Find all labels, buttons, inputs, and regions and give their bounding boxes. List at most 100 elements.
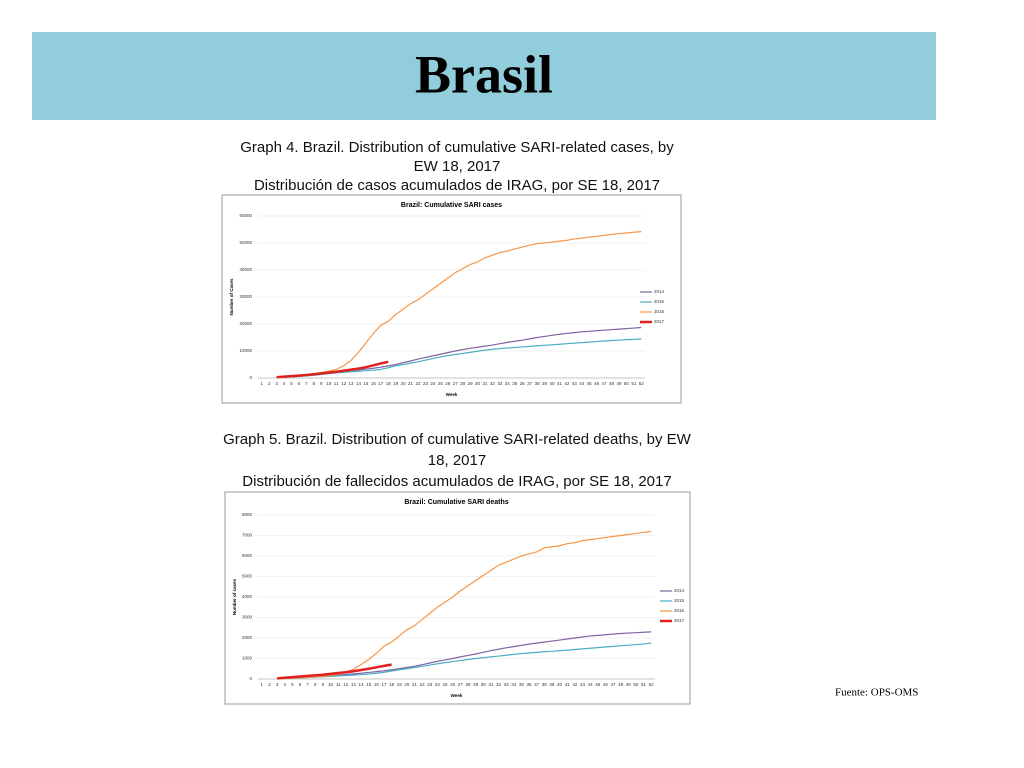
y-tick-label: 50000: [239, 240, 252, 245]
x-tick-label: 9: [322, 682, 325, 687]
x-tick-label: 27: [458, 682, 464, 687]
y-tick-label: 60000: [239, 213, 252, 218]
x-tick-label: 19: [397, 682, 403, 687]
x-tick-label: 9: [320, 381, 323, 386]
x-tick-label: 13: [351, 682, 357, 687]
x-tick-label: 2: [268, 682, 271, 687]
y-tick-label: 10000: [239, 348, 252, 353]
x-tick-label: 6: [298, 381, 301, 386]
y-tick-label: 8000: [242, 512, 253, 517]
x-tick-label: 39: [542, 381, 548, 386]
x-tick-label: 39: [549, 682, 555, 687]
x-tick-label: 16: [371, 381, 377, 386]
chart-caption: Distribución de casos acumulados de IRAG…: [254, 177, 660, 194]
chart-caption: EW 18, 2017: [414, 158, 501, 175]
x-tick-label: 50: [624, 381, 630, 386]
x-tick-label: 18: [386, 381, 392, 386]
y-tick-label: 40000: [239, 267, 252, 272]
y-tick-label: 0: [249, 676, 252, 681]
y-tick-label: 4000: [242, 594, 253, 599]
x-tick-label: 43: [572, 381, 578, 386]
x-tick-label: 35: [519, 682, 525, 687]
x-tick-label: 30: [475, 381, 481, 386]
x-tick-label: 11: [336, 682, 341, 687]
legend-label: 2017: [654, 319, 665, 324]
x-tick-label: 3: [275, 381, 278, 386]
x-tick-label: 49: [626, 682, 632, 687]
x-tick-label: 20: [401, 381, 407, 386]
slide-title: Brasil: [415, 44, 553, 104]
x-tick-label: 29: [473, 682, 479, 687]
x-tick-label: 31: [488, 682, 494, 687]
chart-frame: [221, 194, 682, 404]
chart-caption: Graph 4. Brazil. Distribution of cumulat…: [240, 139, 674, 156]
legend-label: 2016: [654, 309, 665, 314]
x-tick-label: 14: [356, 381, 362, 386]
series-line: [277, 631, 652, 680]
x-tick-label: 2: [268, 381, 271, 386]
y-axis-label: Number of cases: [232, 578, 237, 615]
x-tick-label: 23: [423, 381, 429, 386]
x-tick-label: 44: [588, 682, 594, 687]
y-tick-label: 0: [249, 375, 252, 380]
x-tick-label: 30: [481, 682, 487, 687]
legend-label: 2015: [654, 299, 665, 304]
legend-label: 2015: [674, 598, 685, 603]
series-line: [277, 642, 652, 680]
y-tick-label: 6000: [242, 553, 253, 558]
x-tick-label: 34: [505, 381, 511, 386]
x-tick-label: 37: [527, 381, 533, 386]
y-tick-label: 7000: [242, 533, 253, 538]
legend-label: 2016: [674, 608, 685, 613]
x-tick-label: 18: [389, 682, 395, 687]
x-tick-label: 28: [460, 381, 466, 386]
x-tick-label: 24: [435, 682, 441, 687]
x-tick-label: 52: [639, 381, 645, 386]
x-tick-label: 3: [276, 682, 279, 687]
x-tick-label: 21: [408, 381, 414, 386]
x-tick-label: 20: [404, 682, 410, 687]
x-tick-label: 40: [549, 381, 555, 386]
x-tick-label: 16: [374, 682, 380, 687]
y-tick-label: 20000: [239, 321, 252, 326]
x-tick-label: 23: [427, 682, 433, 687]
x-tick-label: 51: [641, 682, 647, 687]
x-tick-label: 11: [334, 381, 339, 386]
x-tick-label: 41: [565, 682, 571, 687]
x-tick-label: 19: [393, 381, 399, 386]
x-tick-label: 21: [412, 682, 418, 687]
x-tick-label: 32: [490, 381, 496, 386]
x-tick-label: 41: [557, 381, 563, 386]
x-tick-label: 7: [306, 682, 309, 687]
x-tick-label: 42: [572, 682, 578, 687]
x-tick-label: 49: [616, 381, 622, 386]
x-tick-label: 22: [416, 381, 422, 386]
y-tick-label: 30000: [239, 294, 252, 299]
x-tick-label: 42: [564, 381, 570, 386]
chart-caption: Graph 5. Brazil. Distribution of cumulat…: [223, 431, 692, 448]
x-tick-label: 13: [349, 381, 355, 386]
x-tick-label: 52: [649, 682, 655, 687]
x-tick-label: 5: [291, 682, 294, 687]
x-tick-label: 38: [542, 682, 548, 687]
x-tick-label: 14: [359, 682, 365, 687]
x-tick-label: 47: [611, 682, 617, 687]
x-tick-label: 26: [445, 381, 451, 386]
x-tick-label: 12: [343, 682, 349, 687]
x-tick-label: 28: [465, 682, 471, 687]
series-line: [276, 663, 392, 680]
legend-label: 2014: [674, 588, 685, 593]
x-tick-label: 48: [609, 381, 615, 386]
y-tick-label: 1000: [242, 656, 253, 661]
x-tick-label: 45: [587, 381, 593, 386]
x-tick-label: 31: [482, 381, 488, 386]
x-tick-label: 37: [534, 682, 540, 687]
x-tick-label: 4: [283, 381, 286, 386]
y-tick-label: 2000: [242, 635, 253, 640]
source: Fuente: OPS-OMS: [835, 687, 918, 699]
chart-title: Brazil: Cumulative SARI deaths: [404, 499, 508, 506]
x-tick-label: 36: [520, 381, 526, 386]
x-tick-label: 25: [443, 682, 449, 687]
x-tick-label: 45: [595, 682, 601, 687]
x-tick-label: 50: [633, 682, 639, 687]
